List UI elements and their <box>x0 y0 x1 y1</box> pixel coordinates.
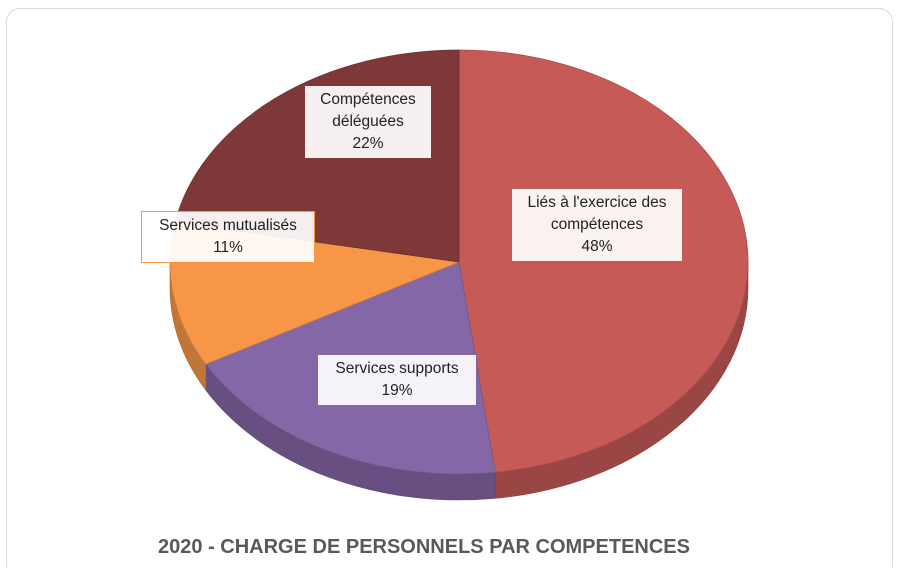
label-name: Compétences déléguées <box>320 91 416 130</box>
label-value: 11% <box>213 239 243 256</box>
label-value: 48% <box>581 238 613 255</box>
label-value: 19% <box>381 382 413 399</box>
data-label: Services mutualisés 11% <box>141 211 315 263</box>
label-value: 22% <box>352 135 384 152</box>
chart-title: 2020 - CHARGE DE PERSONNELS PAR COMPETEN… <box>158 536 690 558</box>
label-name: Services supports <box>335 360 459 377</box>
data-label: Liés à l'exercice des compétences 48% <box>511 188 683 262</box>
label-name: Liés à l'exercice des compétences <box>527 194 667 233</box>
data-label: Compétences déléguées 22% <box>304 85 432 159</box>
data-label: Services supports 19% <box>317 354 477 406</box>
chart-frame <box>6 8 893 568</box>
label-name: Services mutualisés <box>159 217 297 234</box>
